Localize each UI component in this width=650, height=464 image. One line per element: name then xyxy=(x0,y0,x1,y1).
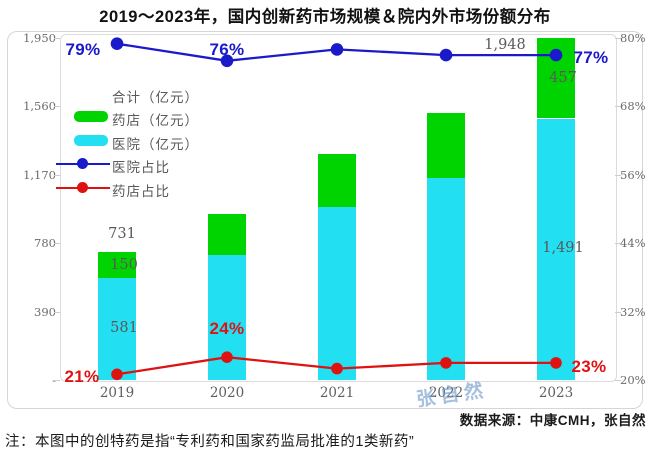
total-value-label: 1,948 xyxy=(484,37,526,54)
right-axis-tickmark xyxy=(615,243,621,245)
x-axis-label: 2019 xyxy=(99,385,135,401)
legend-dot-marker xyxy=(77,182,88,193)
legend-item-label: 药店占比 xyxy=(112,184,170,199)
x-axis-label: 2020 xyxy=(209,385,245,401)
right-axis-tickmark xyxy=(615,174,621,176)
legend-bar-swatch xyxy=(74,111,108,122)
right-axis-tickmark xyxy=(615,106,621,108)
x-axis-label: 2023 xyxy=(538,385,574,401)
total-value-label: 731 xyxy=(108,225,136,242)
hospital-share-label: 76% xyxy=(209,39,245,59)
page-title: 2019～2023年，国内创新药市场规模＆院内外市场份额分布 xyxy=(99,8,551,26)
left-axis-tickmark xyxy=(54,174,60,176)
left-axis-tick-label: 390 xyxy=(34,304,56,319)
hospital-bar-segment xyxy=(427,177,465,380)
left-axis-tickmark xyxy=(54,243,60,245)
left-axis-tickmark xyxy=(54,311,60,313)
right-axis-tick-label: 20% xyxy=(620,373,646,387)
right-axis-tickmark xyxy=(615,380,621,381)
right-axis-tick-label: 80% xyxy=(620,31,646,45)
legend-dot-marker xyxy=(77,158,88,169)
legend-item-label: 合计（亿元） xyxy=(112,90,199,105)
pharmacy-bar-segment xyxy=(318,153,356,207)
left-axis-tickmark xyxy=(54,380,60,381)
x-axis-label: 2022 xyxy=(428,385,464,401)
hospital-value-label: 1,491 xyxy=(542,240,584,257)
hospital-share-label: 77% xyxy=(573,48,609,68)
hospital-share-label: 79% xyxy=(65,39,101,59)
left-axis-tickmark xyxy=(54,38,60,39)
pharmacy-bar-segment xyxy=(98,251,136,279)
right-axis-tickmark xyxy=(615,311,621,313)
pharmacy-share-label: 23% xyxy=(571,356,607,376)
pharmacy-share-label: 24% xyxy=(209,319,245,339)
data-source-caption: 数据来源：中康CMH，张自然 xyxy=(459,413,646,428)
pharmacy-bar-segment xyxy=(208,213,246,256)
hospital-bar-segment xyxy=(208,255,246,380)
pharmacy-value-label: 457 xyxy=(549,70,577,87)
left-axis-tick-label: - xyxy=(8,373,56,387)
x-axis-label: 2021 xyxy=(319,385,355,401)
right-axis-tick-label: 44% xyxy=(620,236,646,251)
right-axis-tick-label: 32% xyxy=(620,304,646,319)
pharmacy-share-label: 21% xyxy=(64,367,100,387)
hospital-bar-segment xyxy=(537,118,575,380)
pharmacy-bar-segment xyxy=(427,112,465,178)
right-axis-tickmark xyxy=(615,38,621,39)
hospital-bar-segment xyxy=(318,206,356,380)
right-axis-tick-label: 56% xyxy=(620,167,646,182)
legend-item-label: 医院占比 xyxy=(112,160,170,175)
footnote: 注：本图中的创特药是指“专利药和国家药监局批准的1类新药” xyxy=(5,434,415,450)
legend-item-label: 医院（亿元） xyxy=(112,137,199,152)
pharmacy-value-label: 150 xyxy=(110,256,138,273)
left-axis-tick-label: 1,170 xyxy=(23,167,56,182)
left-axis-tick-label: 780 xyxy=(34,236,56,251)
left-axis-tick-label: 1,950 xyxy=(23,31,56,45)
legend-bar-swatch xyxy=(74,135,108,146)
left-axis-tick-label: 1,560 xyxy=(23,99,56,114)
hospital-value-label: 581 xyxy=(110,320,138,337)
left-axis-tickmark xyxy=(54,106,60,108)
right-axis-tick-label: 68% xyxy=(620,99,646,114)
legend-item-label: 药店（亿元） xyxy=(112,113,199,128)
